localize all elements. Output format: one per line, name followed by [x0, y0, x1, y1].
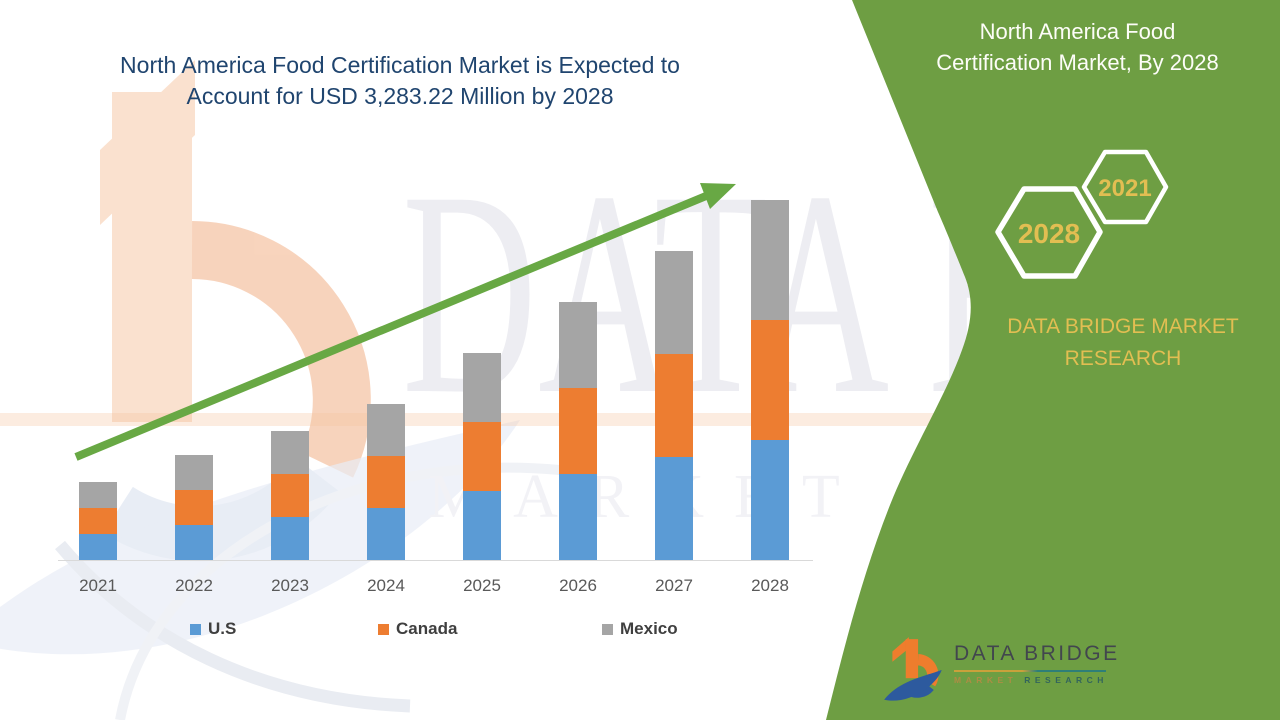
bar-segment-2027-canada [655, 354, 693, 457]
panel-title: North America Food Certification Market,… [905, 16, 1250, 78]
legend-label-us: U.S [208, 619, 237, 638]
bar-segment-2023-us [271, 517, 309, 560]
bar-2024 [367, 404, 405, 560]
panel-brand-text: DATA BRIDGE MARKET RESEARCH [988, 311, 1258, 375]
side-panel-shape [826, 0, 1280, 720]
bar-segment-2027-mexico [655, 251, 693, 354]
bar-2027 [655, 251, 693, 560]
x-axis-label-2027: 2027 [655, 576, 693, 595]
bar-2023 [271, 431, 309, 560]
panel-title-line2: Certification Market, By 2028 [936, 50, 1219, 75]
bar-2022 [175, 455, 213, 560]
legend-swatch-us [190, 623, 201, 635]
panel-brand-line1: DATA BRIDGE MARKET [1007, 315, 1239, 338]
bar-segment-2023-canada [271, 474, 309, 517]
x-axis-label-2021: 2021 [79, 576, 117, 595]
bar-segment-2025-us [463, 491, 501, 560]
bar-segment-2025-canada [463, 422, 501, 491]
bar-segment-2026-canada [559, 388, 597, 474]
x-axis-label-2026: 2026 [559, 576, 597, 595]
bar-segment-2026-us [559, 474, 597, 560]
page-title: North America Food Certification Market … [70, 50, 730, 112]
bar-segment-2027-us [655, 457, 693, 560]
databridge-logo-text: DATA BRIDGE MARKET RESEARCH [954, 642, 1120, 685]
bar-segment-2028-canada [751, 320, 789, 440]
bar-segment-2022-canada [175, 490, 213, 525]
bar-segment-2024-us [367, 508, 405, 560]
year-hexagons: 2021 2028 [995, 149, 1169, 279]
bar-segment-2023-mexico [271, 431, 309, 474]
databridge-logo: DATA BRIDGE MARKET RESEARCH [880, 628, 1170, 713]
databridge-logo-name: DATA BRIDGE [954, 642, 1120, 665]
tagline-market: MARKET [954, 675, 1018, 685]
legend-item-us: U.S [190, 619, 236, 639]
bar-2028 [751, 200, 789, 560]
page-title-line2: Account for USD 3,283.22 Million by 2028 [186, 83, 614, 109]
hexagon-2028-label: 2028 [1018, 218, 1080, 249]
legend-swatch-mexico [602, 623, 613, 635]
hexagon-2021-label: 2021 [1098, 175, 1151, 202]
legend-label-mexico: Mexico [620, 619, 678, 638]
legend-label-canada: Canada [396, 619, 458, 638]
databridge-logo-tagline: MARKET RESEARCH [954, 675, 1120, 685]
x-axis-line [58, 560, 813, 561]
bar-segment-2028-us [751, 440, 789, 560]
hexagon-2021 [1081, 149, 1169, 225]
bar-2026 [559, 302, 597, 560]
x-axis-label-2022: 2022 [175, 576, 213, 595]
hexagon-2028 [995, 186, 1103, 279]
bar-segment-2025-mexico [463, 353, 501, 422]
bar-segment-2022-mexico [175, 455, 213, 490]
bar-segment-2021-canada [79, 508, 117, 534]
x-axis-label-2025: 2025 [463, 576, 501, 595]
watermark-swoosh-curve [55, 540, 411, 713]
bar-segment-2024-canada [367, 456, 405, 508]
bar-segment-2021-us [79, 534, 117, 560]
bar-segment-2028-mexico [751, 200, 789, 320]
bar-segment-2021-mexico [79, 482, 117, 508]
x-axis-label-2028: 2028 [751, 576, 789, 595]
databridge-logo-underline [954, 670, 1106, 672]
bar-segment-2026-mexico [559, 302, 597, 388]
page-title-line1: North America Food Certification Market … [120, 52, 680, 78]
databridge-b-icon [884, 637, 942, 701]
panel-brand-line2: RESEARCH [1064, 347, 1182, 370]
legend-swatch-canada [378, 623, 389, 635]
bar-2025 [463, 353, 501, 560]
tagline-research: RESEARCH [1024, 675, 1108, 685]
x-axis-label-2024: 2024 [367, 576, 405, 595]
legend-item-canada: Canada [378, 619, 457, 639]
x-axis-label-2023: 2023 [271, 576, 309, 595]
bar-segment-2022-us [175, 525, 213, 560]
bar-2021 [79, 482, 117, 560]
panel-title-line1: North America Food [979, 19, 1176, 44]
bar-segment-2024-mexico [367, 404, 405, 456]
legend-item-mexico: Mexico [602, 619, 678, 639]
